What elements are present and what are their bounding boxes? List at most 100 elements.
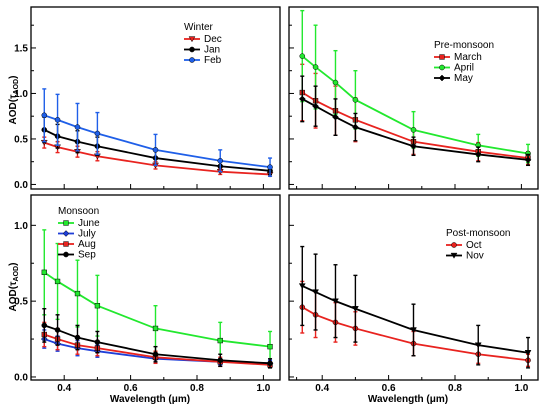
data-point bbox=[94, 303, 101, 309]
y-tick-label: 1.0 bbox=[14, 89, 28, 100]
legend-swatch-marker bbox=[450, 252, 458, 259]
data-point bbox=[94, 339, 101, 345]
data-point bbox=[54, 327, 61, 333]
series-april bbox=[299, 9, 531, 164]
data-point bbox=[298, 95, 306, 103]
legend-swatch-marker bbox=[439, 54, 445, 60]
legend-entry-oct: Oct bbox=[466, 240, 482, 251]
legend-entry-june: June bbox=[78, 218, 100, 229]
legend-entry-aug: Aug bbox=[78, 239, 96, 250]
data-point bbox=[332, 113, 339, 121]
data-point bbox=[41, 112, 48, 119]
data-point bbox=[312, 102, 319, 110]
data-point bbox=[74, 124, 81, 130]
data-point bbox=[410, 127, 417, 133]
data-point bbox=[332, 298, 339, 305]
y-tick-label: 0.5 bbox=[14, 134, 28, 145]
series-nov bbox=[298, 245, 532, 369]
y-label-close-bottom: ) bbox=[8, 263, 19, 266]
y-label-main-bottom: AOD(τ bbox=[8, 281, 19, 312]
data-point bbox=[474, 342, 482, 349]
data-point bbox=[298, 283, 306, 290]
legend-entry-feb: Feb bbox=[204, 55, 222, 66]
legend-swatch-marker bbox=[438, 74, 446, 82]
y-axis-label-top: AOD(τAOD) bbox=[8, 76, 20, 125]
series-june bbox=[41, 229, 273, 363]
y-axis-label-bottom: AOD(τAOD) bbox=[8, 263, 20, 312]
legend-title: Pre-monsoon bbox=[434, 40, 494, 51]
data-point bbox=[74, 290, 81, 297]
data-point bbox=[267, 164, 273, 170]
legend-swatch-marker bbox=[439, 64, 445, 71]
legend-entry-april: April bbox=[454, 63, 474, 74]
legend-entry-march: March bbox=[454, 52, 482, 63]
legend-title: Monsoon bbox=[58, 206, 99, 217]
y-tick-label: 0.0 bbox=[14, 180, 28, 191]
legend-entry-nov: Nov bbox=[466, 251, 484, 262]
legend-entry-may: May bbox=[454, 73, 473, 84]
data-point bbox=[312, 289, 319, 296]
legend-swatch-marker bbox=[451, 242, 457, 248]
data-point bbox=[351, 306, 359, 312]
legend-swatch-marker bbox=[62, 230, 70, 237]
data-point bbox=[217, 357, 224, 364]
x-tick-label: 0.4 bbox=[315, 383, 329, 394]
x-tick-label: 0.8 bbox=[190, 383, 204, 394]
legend-entry-dec: Dec bbox=[204, 34, 222, 45]
data-point bbox=[217, 157, 224, 164]
x-tick-label: 0.6 bbox=[124, 383, 138, 394]
data-point bbox=[524, 350, 532, 356]
series-may bbox=[298, 75, 532, 167]
y-label-sub-bottom: AOD bbox=[13, 266, 20, 282]
x-axis-label-left: Wavelength (μm) bbox=[110, 394, 190, 405]
x-tick-label: 0.4 bbox=[57, 383, 71, 394]
legend-swatch-marker bbox=[189, 46, 195, 53]
data-point bbox=[267, 360, 273, 367]
plot-frame bbox=[288, 6, 539, 190]
data-point bbox=[54, 117, 61, 123]
x-axis-label-right: Wavelength (μm) bbox=[368, 394, 448, 405]
data-point bbox=[41, 269, 47, 275]
data-point bbox=[474, 151, 482, 158]
data-point bbox=[267, 343, 273, 350]
legend-swatch-marker bbox=[63, 241, 69, 247]
y-tick-label: 0.0 bbox=[14, 372, 28, 383]
data-point bbox=[94, 130, 101, 137]
y-tick-label: 1.5 bbox=[14, 43, 28, 54]
legend-swatch-marker bbox=[189, 57, 195, 63]
data-point bbox=[54, 278, 61, 285]
x-tick-label: 1.0 bbox=[514, 383, 528, 394]
data-point bbox=[410, 142, 417, 150]
data-point bbox=[332, 79, 339, 86]
y-label-close-top: ) bbox=[8, 76, 19, 79]
panel-monsoon: 0.4 0.6 0.8 1.0 0.0 0.5 1.0 MonsoonJuneJulyAugS… bbox=[14, 194, 298, 394]
plot-frame bbox=[288, 194, 539, 381]
legend-entry-sep: Sep bbox=[78, 250, 96, 261]
data-point bbox=[524, 156, 532, 164]
y-label-sub-top: AOD bbox=[13, 79, 20, 95]
data-point bbox=[41, 322, 48, 329]
data-point bbox=[410, 327, 417, 334]
data-point bbox=[299, 53, 306, 59]
data-point bbox=[352, 97, 359, 103]
data-point bbox=[152, 147, 159, 153]
y-tick-label: 1.0 bbox=[14, 221, 28, 232]
legend-title: Winter bbox=[184, 22, 214, 33]
y-label-main-top: AOD(τ bbox=[8, 94, 19, 125]
data-point bbox=[74, 334, 81, 341]
legend-swatch-marker bbox=[63, 251, 69, 258]
data-point bbox=[152, 351, 159, 358]
legend-entry-jan: Jan bbox=[204, 45, 220, 56]
x-tick-label: 0.8 bbox=[448, 383, 462, 394]
legend-swatch-marker bbox=[63, 220, 69, 226]
data-point bbox=[312, 64, 319, 70]
data-point bbox=[152, 325, 159, 332]
series-oct bbox=[299, 280, 531, 368]
